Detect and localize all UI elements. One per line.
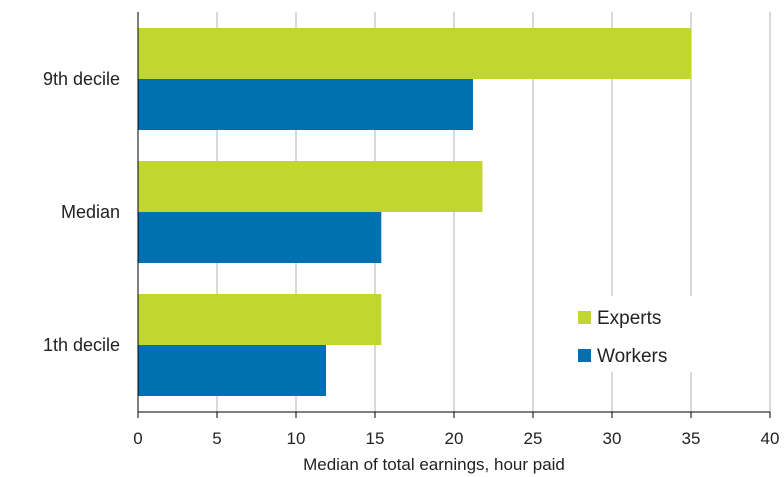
legend-background — [567, 296, 713, 372]
bar-workers-1th-decile — [138, 345, 327, 396]
legend-swatch-experts — [578, 311, 591, 324]
x-tick-label: 15 — [366, 429, 385, 448]
bar-workers-median — [138, 212, 382, 263]
x-tick-label: 25 — [524, 429, 543, 448]
x-axis-title: Median of total earnings, hour paid — [303, 455, 565, 474]
axes — [137, 12, 771, 418]
x-tick-labels: 0 5 10 15 20 25 30 35 40 — [133, 429, 779, 448]
legend-label-workers: Workers — [597, 346, 667, 367]
x-tick-label: 30 — [603, 429, 622, 448]
bar-experts-median — [138, 161, 483, 212]
category-label: 9th decile — [43, 69, 120, 89]
legend-label-experts: Experts — [597, 308, 661, 329]
bar-workers-9th-decile — [138, 79, 473, 130]
category-labels: 9th decile Median 1th decile — [43, 69, 120, 355]
category-label: 1th decile — [43, 335, 120, 355]
x-tick-label: 5 — [212, 429, 221, 448]
bars — [138, 28, 691, 396]
x-tick-label: 0 — [133, 429, 142, 448]
x-tick-label: 20 — [445, 429, 464, 448]
x-tick-label: 10 — [287, 429, 306, 448]
x-tick-label: 40 — [761, 429, 780, 448]
category-label: Median — [61, 202, 120, 222]
legend: Experts Workers — [567, 296, 713, 372]
bar-experts-1th-decile — [138, 294, 382, 345]
bar-experts-9th-decile — [138, 28, 691, 79]
x-tick-label: 35 — [682, 429, 701, 448]
legend-swatch-workers — [578, 349, 591, 362]
